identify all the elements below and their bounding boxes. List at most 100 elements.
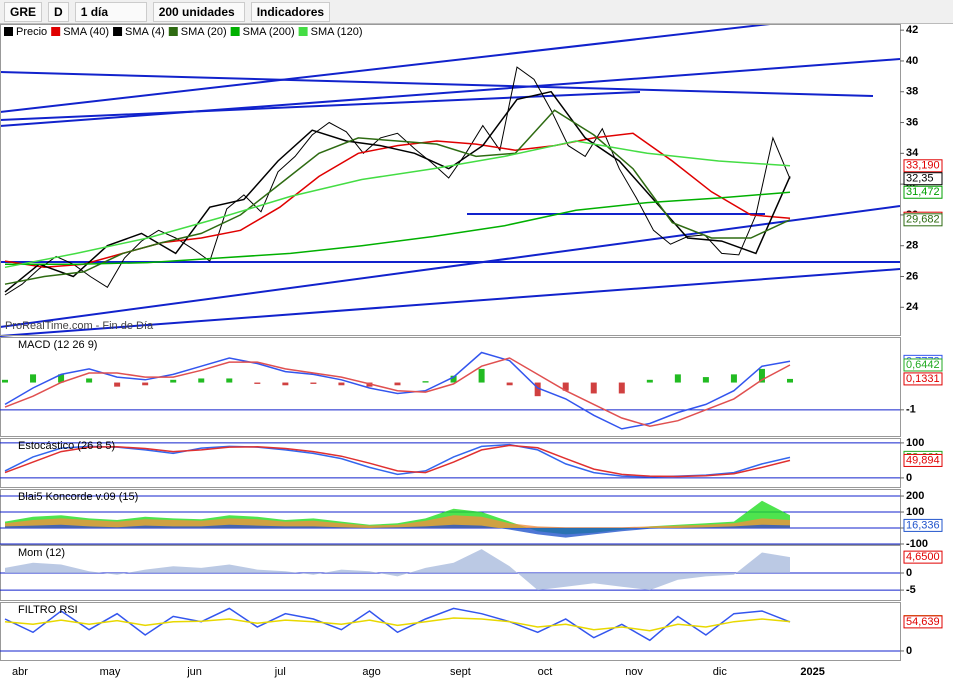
legend-swatch (51, 27, 61, 36)
value-label: 16,336 (906, 519, 940, 531)
y-tick-label: -5 (906, 584, 916, 596)
series-line (4, 617, 791, 632)
legend-entry: SMA (200) (243, 26, 295, 38)
x-tick-label: oct (538, 666, 553, 678)
histogram-bar (758, 368, 765, 383)
x-tick-label: jul (274, 666, 286, 678)
value-label: 0,1331 (906, 373, 940, 385)
value-label: 32,35 (906, 173, 934, 185)
area (5, 524, 790, 538)
area (5, 515, 790, 529)
period[interactable]: 1 día (74, 1, 147, 22)
histogram-bar (478, 368, 485, 383)
x-tick-label: abr (12, 666, 28, 678)
y-tick-label: 34 (906, 147, 919, 159)
value-label: 0,6442 (906, 359, 940, 371)
histogram-bar (450, 375, 457, 383)
value-box (903, 185, 943, 199)
series-line (4, 90, 791, 293)
histogram-bar (86, 378, 93, 383)
series-line (4, 109, 791, 285)
histogram-bar (254, 382, 261, 384)
panel-title: MACD (12 26 9) (18, 339, 97, 351)
histogram-bar (282, 382, 289, 386)
area (5, 549, 790, 591)
trend-line (0, 24, 771, 113)
y-tick-label: -1 (906, 404, 916, 416)
value-label: 31,472 (906, 186, 940, 198)
histogram-bar (2, 379, 8, 383)
histogram-bar (618, 382, 625, 394)
histogram-bar (562, 382, 569, 391)
y-tick-label: 0 (906, 645, 912, 657)
panel-title: Blai5 Koncorde v.09 (15) (18, 491, 138, 503)
histogram-bar (534, 382, 541, 397)
x-tick-label: may (100, 666, 121, 678)
series-line (4, 66, 791, 296)
toolbar: GRE D 1 día 200 unidades Indicadores (0, 0, 953, 24)
series-line (4, 140, 791, 269)
legend-swatch (298, 27, 308, 36)
value-box (903, 453, 943, 467)
x-tick-label: dic (713, 666, 728, 678)
y-tick-label: 38 (906, 86, 918, 98)
histogram-bar (590, 382, 597, 394)
y-tick-label: 24 (906, 301, 919, 313)
histogram-bar (394, 382, 401, 386)
trend-line (0, 91, 641, 121)
panel-frame (0, 602, 901, 661)
y-tick-label: -100 (906, 538, 928, 550)
histogram-bar (702, 377, 709, 383)
legend-entry: SMA (4) (125, 26, 165, 38)
watermark: ProRealTime.com - Fin de Día (5, 320, 154, 332)
histogram-bar (422, 381, 429, 383)
histogram-bar (787, 378, 793, 383)
y-tick-label: 40 (906, 55, 918, 67)
chart: ProRealTime.com - Fin de Día 24262830323… (0, 24, 943, 678)
x-tick-label: jun (186, 666, 202, 678)
histogram-bar (674, 374, 681, 383)
panel-title: Mom (12) (18, 547, 65, 559)
series-line (4, 444, 791, 478)
value-label: 33,190 (906, 160, 940, 172)
value-label: 49,894 (906, 454, 940, 466)
panel-frame (0, 337, 901, 437)
legend-swatch (4, 27, 13, 36)
histogram-bar (170, 379, 177, 383)
histogram-bar (142, 382, 149, 386)
trend-lines (0, 24, 901, 337)
value-box (903, 615, 943, 629)
symbol[interactable]: GRE (4, 1, 43, 22)
panel-title: FILTRO RSI (18, 604, 78, 616)
panel-frame (0, 438, 901, 488)
histogram-bar (58, 374, 65, 383)
indicators[interactable]: Indicadores (250, 1, 331, 22)
histogram-bar (114, 382, 121, 387)
value-box (903, 550, 943, 564)
units[interactable]: 200 unidades (152, 1, 245, 22)
panel-title: Estocástico (26 8 5) (18, 440, 115, 452)
panel-frame (0, 24, 901, 336)
y-tick-label: 200 (906, 490, 924, 502)
histogram-bar (646, 379, 653, 383)
series-line (4, 443, 791, 478)
histogram-bar (226, 378, 233, 383)
x-tick-label: 2025 (800, 666, 824, 678)
histogram-bar (310, 382, 317, 384)
y-tick-label: 0 (906, 567, 912, 579)
value-box (903, 213, 943, 227)
y-tick-label: 26 (906, 270, 918, 282)
x-tick-label: ago (362, 666, 380, 678)
area (5, 500, 790, 535)
legend-entry: SMA (20) (181, 26, 227, 38)
legend-swatch (113, 27, 123, 36)
y-tick-label: 100 (906, 437, 924, 449)
value-box (903, 518, 943, 532)
value-label: 4,6500 (906, 551, 940, 563)
legend-swatch (168, 27, 178, 36)
value-box (903, 358, 943, 372)
period-badge[interactable]: D (48, 1, 69, 22)
x-tick-label: sept (450, 666, 471, 678)
series-line (4, 357, 791, 427)
